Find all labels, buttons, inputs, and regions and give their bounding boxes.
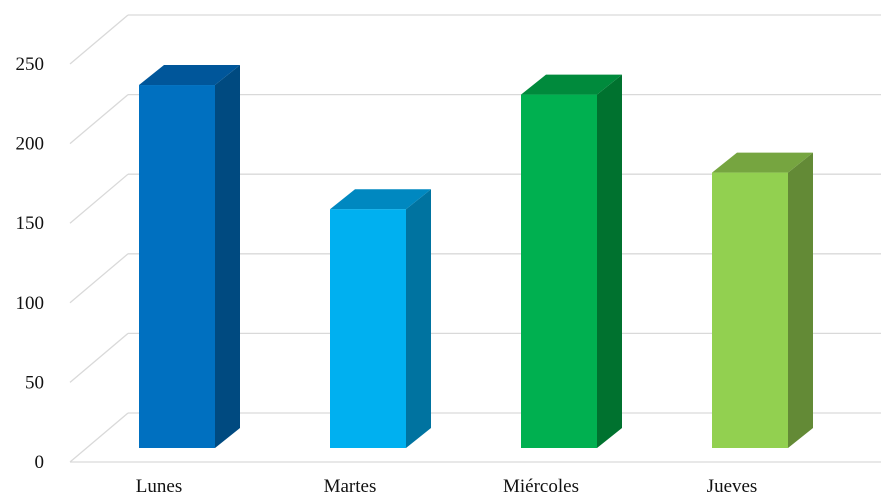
bar-Jueves <box>712 152 813 449</box>
bar-front-Martes <box>330 209 406 448</box>
bar-Martes <box>330 189 431 448</box>
x-category-label-Jueves: Jueves <box>707 476 758 497</box>
gridline-side-250 <box>69 14 129 65</box>
bar-top-Martes <box>330 189 431 210</box>
y-tick-label-250: 250 <box>16 54 45 75</box>
x-axis-category-labels: Lunes Martes Miércoles Jueves <box>136 476 758 497</box>
bar-Miércoles <box>521 74 622 449</box>
gridline-200 <box>69 93 881 145</box>
x-category-label-Miércoles: Miércoles <box>503 476 579 497</box>
y-tick-label-150: 150 <box>16 213 45 234</box>
bar-side-Lunes <box>215 65 240 449</box>
bars <box>139 65 813 449</box>
bar-Lunes <box>139 65 240 449</box>
gridline-side-100 <box>69 253 129 304</box>
gridline-side-0 <box>69 412 129 463</box>
y-tick-label-200: 200 <box>16 134 45 155</box>
bar-side-Miércoles <box>597 74 622 449</box>
y-axis-tick-labels: 0 50 100 150 200 250 <box>16 54 45 473</box>
bar-front-Lunes <box>139 85 215 449</box>
x-category-label-Lunes: Lunes <box>136 476 182 497</box>
bar-front-Miércoles <box>521 94 597 449</box>
bar-top-Miércoles <box>521 74 622 95</box>
bar-side-Jueves <box>788 152 813 449</box>
y-tick-label-0: 0 <box>35 452 45 473</box>
gridline-250 <box>69 14 881 65</box>
bar-top-Lunes <box>139 65 240 86</box>
x-category-label-Martes: Martes <box>324 476 377 497</box>
bar-top-Jueves <box>712 152 813 173</box>
gridline-side-50 <box>69 332 129 383</box>
y-tick-label-50: 50 <box>25 372 44 393</box>
bar-front-Jueves <box>712 172 788 449</box>
bar-side-Martes <box>406 189 431 448</box>
gridlines <box>69 14 881 463</box>
gridline-side-200 <box>69 94 129 145</box>
y-tick-label-100: 100 <box>16 293 45 314</box>
gridline-side-150 <box>69 173 129 224</box>
